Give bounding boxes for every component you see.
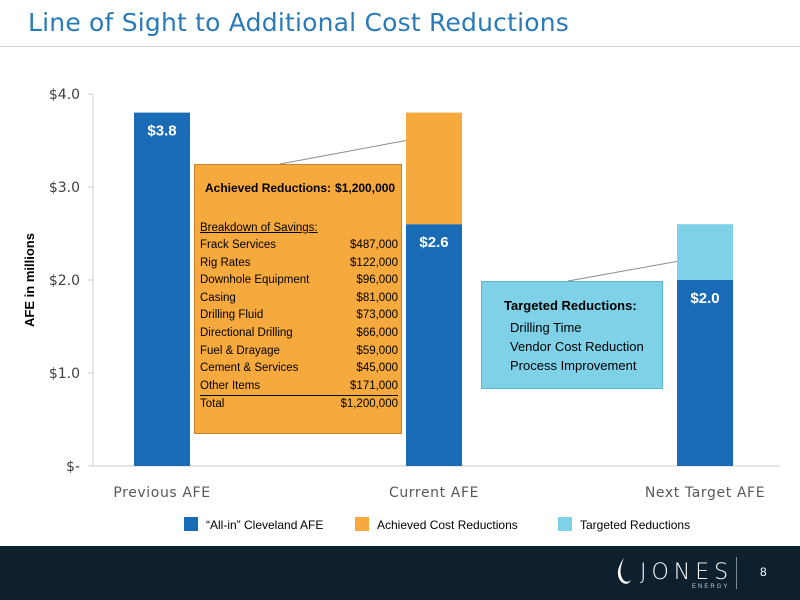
breakdown-row: Frack Services $487,000	[200, 237, 398, 255]
legend-swatch	[558, 517, 572, 531]
breakdown-row: Directional Drilling $66,000	[200, 325, 398, 343]
x-tick-label: Next Target AFE	[645, 485, 765, 501]
y-axis-title: AFE in millions	[22, 233, 37, 327]
breakdown-item-value: $66,000	[356, 326, 398, 339]
breakdown-item-name: Downhole Equipment	[200, 274, 310, 287]
bar-achieved	[406, 112, 462, 225]
targeted-reductions-box: Targeted Reductions: Drilling Time Vendo…	[481, 281, 663, 389]
breakdown-item-value: $59,000	[356, 344, 398, 357]
breakdown-item-name: Casing	[200, 291, 236, 304]
breakdown-item-name: Cement & Services	[200, 362, 299, 375]
bar-targeted	[677, 224, 733, 280]
achieved-label: Achieved Reductions:	[205, 181, 332, 195]
achieved-reductions-box: Achieved Reductions: $1,200,000 Breakdown…	[194, 164, 402, 434]
x-tick-label: Previous AFE	[113, 485, 210, 501]
breakdown-item-name: Total	[200, 398, 225, 411]
breakdown-item-name: Directional Drilling	[200, 326, 293, 339]
targeted-header: Targeted Reductions:	[504, 298, 637, 313]
breakdown-row: Downhole Equipment $96,000	[200, 272, 398, 290]
breakdown-row: Fuel & Drayage $59,000	[200, 343, 398, 361]
breakdown-item-value: $45,000	[356, 362, 398, 375]
breakdown-item-value: $487,000	[350, 239, 398, 251]
targeted-connector-line	[567, 260, 678, 282]
savings-breakdown: Breakdown of Savings: Frack Services $487…	[200, 219, 398, 414]
afe-chart: $- $1.0 $2.0 $3.0 $4.0 AFE in millions Previou…	[22, 87, 780, 532]
breakdown-row: Other Items $171,000	[200, 378, 398, 397]
bar-value-label: $3.8	[147, 123, 176, 140]
bar-allin	[677, 280, 733, 466]
logo-subtext: ENERGY	[692, 584, 730, 590]
achieved-total: $1,200,000	[335, 181, 396, 195]
breakdown-item-value: $81,000	[356, 291, 398, 304]
title-divider	[0, 46, 800, 47]
achieved-header: Achieved Reductions: $1,200,000	[205, 181, 395, 195]
breakdown-item-name: Frack Services	[200, 239, 277, 251]
legend-label: “All-in” Cleveland AFE	[206, 518, 323, 532]
y-tick-label: $3.0	[49, 180, 80, 196]
legend-swatch	[355, 517, 369, 531]
breakdown-row: Casing $81,000	[200, 290, 398, 308]
breakdown-row: Rig Rates $122,000	[200, 255, 398, 273]
breakdown-row: Total $1,200,000	[200, 396, 398, 414]
targeted-item: Drilling Time	[510, 320, 582, 335]
targeted-item: Process Improvement	[510, 358, 637, 373]
bar-allin	[134, 112, 190, 466]
breakdown-heading: Breakdown of Savings:	[200, 222, 318, 234]
breakdown-row: Drilling Fluid $73,000	[200, 307, 398, 325]
targeted-list: Drilling Time Vendor Cost Reduction Proc…	[510, 318, 644, 375]
y-tick-label: $2.0	[49, 273, 80, 289]
page-title: Line of Sight to Additional Cost Reducti…	[28, 8, 569, 37]
breakdown-row: Cement & Services $45,000	[200, 360, 398, 378]
y-tick-label: $1.0	[49, 366, 80, 382]
logo-divider	[736, 557, 737, 589]
achieved-connector-line	[279, 140, 407, 165]
breakdown-rows: Frack Services $487,000 Rig Rates $122,000 D…	[200, 237, 398, 414]
logo-wordmark: JONES	[640, 560, 734, 585]
legend-label: Achieved Cost Reductions	[377, 518, 518, 532]
y-tick-label: $4.0	[49, 87, 80, 103]
breakdown-item-value: $73,000	[356, 309, 398, 322]
breakdown-item-name: Drilling Fluid	[200, 309, 264, 322]
jones-logo-icon	[617, 558, 631, 584]
breakdown-item-name: Fuel & Drayage	[200, 344, 280, 357]
x-tick-label: Current AFE	[389, 485, 479, 501]
page-number: 8	[760, 565, 767, 579]
legend-swatch	[184, 517, 198, 531]
footer-bar	[0, 546, 800, 600]
breakdown-item-name: Rig Rates	[200, 256, 251, 269]
bar-value-label: $2.6	[419, 234, 448, 251]
breakdown-item-value: $171,000	[350, 379, 398, 392]
bar-value-label: $2.0	[690, 290, 719, 307]
bar-allin	[406, 224, 462, 466]
targeted-item: Vendor Cost Reduction	[510, 339, 644, 354]
breakdown-item-name: Other Items	[200, 379, 261, 392]
breakdown-item-value: $96,000	[356, 274, 398, 287]
y-tick-label: $-	[66, 459, 80, 475]
breakdown-item-value: $122,000	[350, 256, 398, 269]
legend-label: Targeted Reductions	[580, 518, 690, 532]
breakdown-item-value: $1,200,000	[340, 398, 398, 411]
